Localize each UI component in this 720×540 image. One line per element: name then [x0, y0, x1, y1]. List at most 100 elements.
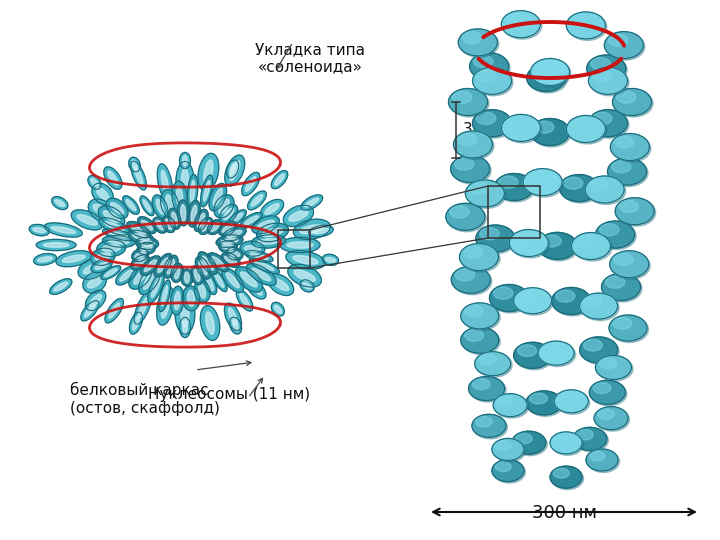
Ellipse shape	[240, 241, 265, 256]
Ellipse shape	[576, 429, 593, 440]
Ellipse shape	[580, 337, 618, 363]
Ellipse shape	[222, 225, 233, 232]
Ellipse shape	[289, 211, 308, 221]
Ellipse shape	[227, 230, 242, 238]
Ellipse shape	[99, 206, 125, 227]
Ellipse shape	[469, 376, 505, 401]
Ellipse shape	[461, 327, 499, 353]
Ellipse shape	[293, 255, 318, 264]
Ellipse shape	[464, 305, 484, 317]
Ellipse shape	[199, 261, 207, 275]
Ellipse shape	[497, 396, 513, 406]
Ellipse shape	[446, 203, 485, 230]
Ellipse shape	[213, 188, 222, 206]
Ellipse shape	[134, 269, 148, 284]
Ellipse shape	[43, 242, 69, 247]
Ellipse shape	[161, 170, 168, 194]
Ellipse shape	[102, 235, 135, 247]
Bar	[278, 230, 310, 268]
Ellipse shape	[462, 329, 500, 355]
Ellipse shape	[532, 120, 571, 147]
Ellipse shape	[587, 178, 626, 205]
Ellipse shape	[515, 289, 553, 315]
Ellipse shape	[541, 343, 559, 354]
Ellipse shape	[194, 269, 200, 281]
Ellipse shape	[132, 160, 138, 169]
Ellipse shape	[590, 380, 626, 404]
Ellipse shape	[516, 434, 532, 444]
Ellipse shape	[204, 273, 217, 294]
Ellipse shape	[154, 253, 172, 277]
Ellipse shape	[190, 180, 195, 202]
Ellipse shape	[552, 287, 590, 314]
Ellipse shape	[601, 273, 641, 300]
Ellipse shape	[534, 61, 554, 73]
Ellipse shape	[599, 357, 617, 368]
Ellipse shape	[472, 110, 511, 137]
Ellipse shape	[135, 252, 145, 258]
Ellipse shape	[122, 196, 139, 214]
Ellipse shape	[552, 434, 584, 455]
Ellipse shape	[199, 284, 206, 298]
Ellipse shape	[568, 117, 607, 144]
Ellipse shape	[223, 208, 234, 220]
Ellipse shape	[255, 261, 274, 271]
Ellipse shape	[257, 220, 274, 230]
Ellipse shape	[177, 200, 189, 226]
Ellipse shape	[130, 312, 143, 334]
Ellipse shape	[127, 221, 150, 238]
Ellipse shape	[89, 199, 114, 221]
Ellipse shape	[491, 286, 530, 313]
Ellipse shape	[590, 111, 629, 138]
Ellipse shape	[568, 14, 607, 40]
Ellipse shape	[539, 342, 575, 367]
Ellipse shape	[30, 225, 50, 236]
Ellipse shape	[191, 266, 204, 285]
Ellipse shape	[472, 68, 511, 94]
Ellipse shape	[161, 286, 168, 306]
Ellipse shape	[226, 247, 243, 260]
Ellipse shape	[219, 221, 237, 236]
Ellipse shape	[467, 181, 506, 208]
Ellipse shape	[230, 160, 240, 180]
Ellipse shape	[513, 232, 533, 244]
Ellipse shape	[609, 315, 647, 341]
Ellipse shape	[240, 294, 249, 307]
Ellipse shape	[126, 199, 136, 211]
Ellipse shape	[216, 235, 243, 247]
Ellipse shape	[550, 466, 582, 488]
Ellipse shape	[611, 133, 649, 160]
Ellipse shape	[471, 55, 510, 82]
Ellipse shape	[179, 152, 191, 168]
Ellipse shape	[603, 275, 642, 302]
Ellipse shape	[140, 256, 161, 275]
Ellipse shape	[534, 121, 554, 133]
Ellipse shape	[88, 277, 102, 288]
Ellipse shape	[477, 112, 496, 124]
Ellipse shape	[459, 244, 498, 271]
Ellipse shape	[538, 341, 574, 365]
Ellipse shape	[251, 235, 286, 248]
Ellipse shape	[583, 295, 603, 307]
Ellipse shape	[56, 251, 91, 267]
Ellipse shape	[102, 229, 135, 241]
Ellipse shape	[250, 283, 262, 295]
Ellipse shape	[157, 287, 174, 325]
Ellipse shape	[588, 68, 628, 94]
Ellipse shape	[221, 253, 240, 267]
Ellipse shape	[493, 461, 526, 483]
Ellipse shape	[111, 202, 124, 214]
Ellipse shape	[242, 172, 260, 195]
Ellipse shape	[204, 160, 213, 184]
Ellipse shape	[595, 221, 634, 248]
Ellipse shape	[518, 345, 536, 356]
Ellipse shape	[78, 258, 107, 279]
Ellipse shape	[472, 414, 506, 437]
Ellipse shape	[493, 440, 526, 462]
Ellipse shape	[249, 258, 279, 274]
Ellipse shape	[174, 291, 180, 310]
Ellipse shape	[181, 269, 193, 286]
Text: Укладка типа
«соленоида»: Укладка типа «соленоида»	[255, 42, 365, 75]
Ellipse shape	[451, 156, 490, 183]
Ellipse shape	[619, 200, 639, 212]
